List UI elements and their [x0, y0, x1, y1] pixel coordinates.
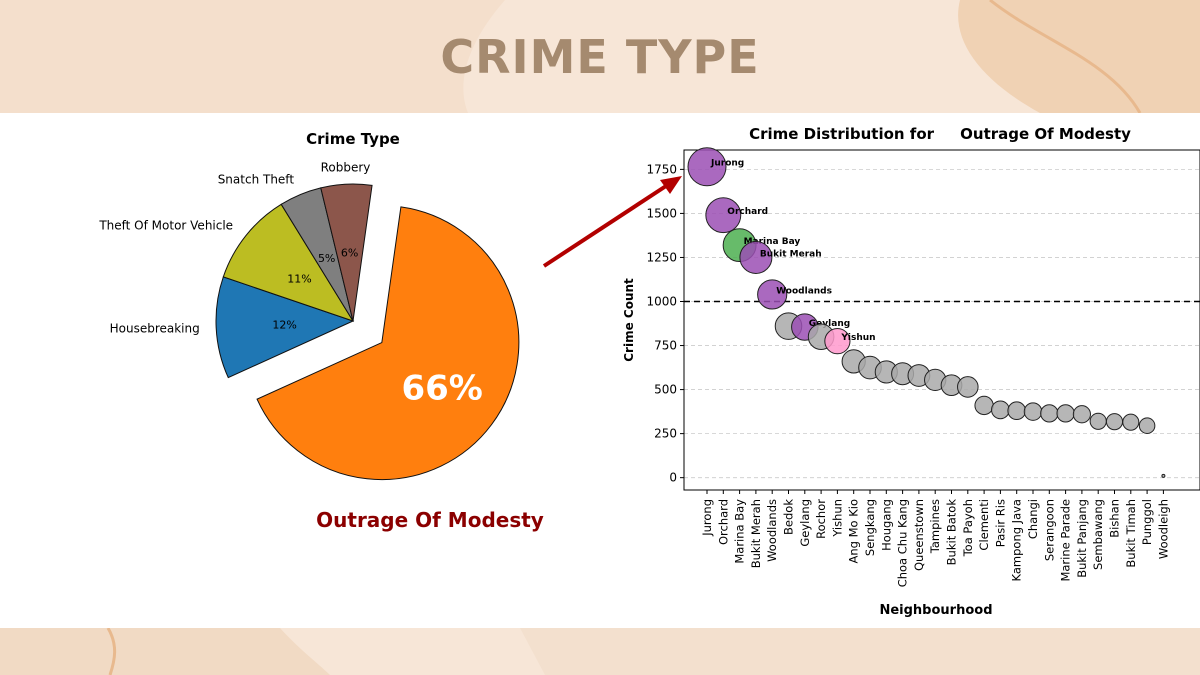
x-tick-label: Bukit Panjang: [1075, 499, 1089, 578]
scatter-point: [1040, 404, 1059, 423]
x-tick-label: Bukit Merah: [749, 499, 763, 568]
y-tick-label: 1500: [646, 206, 677, 220]
scatter-point: [974, 395, 994, 416]
pie-slice: [215, 276, 355, 379]
x-tick-label: Changi: [1026, 499, 1040, 539]
x-tick-label: Geylang: [798, 499, 812, 547]
scatter-point: [1089, 412, 1107, 430]
pie-slice: [222, 203, 355, 322]
scatter-point: [957, 376, 979, 398]
x-tick-label: Bedok: [782, 499, 796, 535]
pie-percent-label: 12%: [272, 318, 296, 331]
x-tick-label: Serangoon: [1042, 499, 1056, 561]
point-label: Marina Bay: [744, 237, 801, 247]
x-tick-label: Sembawang: [1091, 499, 1105, 570]
pie-slice: [320, 183, 373, 322]
x-tick-label: Toa Payoh: [961, 499, 975, 557]
x-tick-label: Marina Bay: [733, 499, 747, 564]
scatter-point: [1056, 404, 1075, 423]
scatter-point: [687, 147, 727, 187]
scatter-point: [1072, 405, 1091, 424]
x-tick-label: Woodlands: [765, 499, 779, 562]
scatter-point: [991, 400, 1010, 420]
scatter-point: [739, 240, 773, 274]
pie-category-label: Theft Of Motor Vehicle: [98, 218, 233, 232]
pie-slice: [256, 206, 520, 481]
x-tick-label: Kampong Java: [1010, 499, 1024, 581]
pie-percent-label: 11%: [287, 272, 311, 285]
x-tick-label: Hougang: [879, 499, 893, 551]
x-tick-label: Tampines: [928, 499, 942, 554]
y-tick-label: 750: [654, 339, 677, 353]
scatter-point: [1105, 413, 1124, 431]
x-tick-label: Pasir Ris: [993, 499, 1007, 547]
scatter-point: [1138, 417, 1156, 434]
x-tick-label: Orchard: [716, 499, 730, 545]
point-label: Yishun: [840, 333, 875, 343]
scatter-point: [1122, 413, 1140, 431]
pie-percent-label: 6%: [341, 247, 358, 260]
y-tick-label: 0: [669, 471, 677, 485]
pie-percent-label: 66%: [401, 369, 482, 409]
x-tick-label: Clementi: [977, 499, 991, 551]
y-tick-label: 1000: [646, 295, 677, 309]
scatter-point: [1023, 402, 1043, 421]
scatter-point: [705, 197, 742, 234]
y-tick-label: 1250: [646, 250, 677, 264]
x-tick-label: Bishan: [1108, 499, 1122, 538]
scatter-point: [1161, 473, 1166, 478]
plot-frame: [683, 149, 1200, 491]
pie-title: Crime Type: [306, 130, 400, 148]
point-label: Bukit Merah: [760, 249, 822, 259]
pie-chart: Crime Type 66% 12% Housebreaking 11% Theft Of…: [98, 130, 544, 532]
x-tick-label: Jurong: [700, 499, 714, 537]
pie-category-label: Robbery: [321, 161, 371, 175]
x-tick-label: Rochor: [814, 499, 828, 539]
y-tick-label: 500: [654, 383, 677, 397]
y-axis-label: Crime Count: [622, 278, 636, 362]
x-tick-label: Ang Mo Kio: [847, 499, 861, 564]
point-label: Orchard: [727, 207, 768, 217]
x-tick-label: Yishun: [830, 499, 844, 538]
point-label: Jurong: [710, 159, 744, 169]
scatter-point: [824, 328, 851, 355]
page-title: CRIME TYPE: [440, 30, 760, 84]
x-tick-label: Woodleigh: [1156, 499, 1170, 559]
point-label: Geylang: [809, 319, 850, 329]
x-tick-label: Sengkang: [863, 499, 877, 556]
scatter-title: Crime Distribution for Outrage Of Modest…: [749, 125, 1131, 143]
x-tick-label: Queenstown: [912, 499, 926, 571]
x-tick-label: Punggol: [1140, 499, 1154, 545]
x-tick-label: Bukit Batok: [945, 499, 959, 566]
scatter-point: [757, 279, 788, 310]
pie-percent-label: 5%: [318, 252, 335, 265]
scatter-point: [1007, 401, 1027, 421]
point-label: Woodlands: [776, 286, 832, 296]
y-tick-label: 250: [654, 427, 677, 441]
x-axis-label: Neighbourhood: [879, 603, 992, 618]
x-tick-label: Bukit Timah: [1124, 499, 1138, 568]
pie-category-label: Housebreaking: [110, 321, 200, 335]
y-tick-label: 1750: [646, 162, 677, 176]
pie-category-label: Snatch Theft: [218, 172, 295, 186]
x-tick-label: Marine Parade: [1059, 499, 1073, 582]
x-tick-label: Choa Chu Kang: [896, 499, 910, 587]
highlight-label: Outrage Of Modesty: [316, 508, 544, 532]
